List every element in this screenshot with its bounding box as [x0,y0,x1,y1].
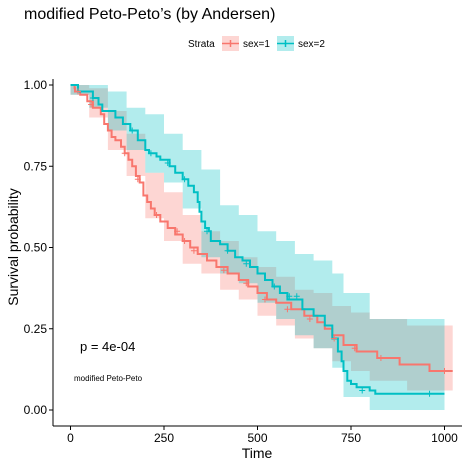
legend: Strata sex=1 sex=2 [188,36,325,51]
x-tick-label: 750 [341,431,361,445]
legend-label-sex1: sex=1 [243,39,270,50]
y-tick-label: 0.25 [24,322,48,336]
legend-title: Strata [188,39,215,50]
y-axis-title: Survival probability [5,188,21,306]
legend-label-sex2: sex=2 [298,39,325,50]
method-annotation: modified Peto-Peto [74,374,143,383]
x-tick-label: 0 [67,431,74,445]
plot-area [71,85,453,410]
y-tick-label: 0.00 [24,403,48,417]
x-tick-label: 1000 [431,431,458,445]
y-tick-label: 0.50 [24,241,48,255]
confidence-band-series-2 [71,85,445,410]
x-axis-title: Time [242,445,273,461]
chart-title: modified Peto-Peto’s (by Andersen) [24,6,275,23]
x-tick-label: 250 [154,431,174,445]
y-tick-label: 1.00 [24,78,48,92]
pvalue-annotation: p = 4e-04 [80,339,135,354]
y-tick-label: 0.75 [24,159,48,173]
x-tick-label: 500 [247,431,267,445]
